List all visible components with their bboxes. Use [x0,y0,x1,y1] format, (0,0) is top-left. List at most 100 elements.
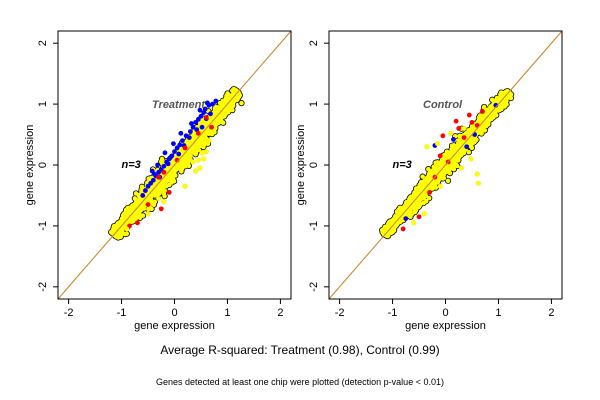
point-blue-32 [171,141,176,147]
y-tick-label: 1 [308,101,320,107]
n-annotation: n=3 [122,159,141,171]
point-yellow-5 [468,156,474,162]
point-red-3 [161,169,167,175]
x-tick-label: 1 [495,307,501,319]
panel-2: -2 -1 0 1 2 -2 -1 0 1 2 gene expression gene expres… [295,30,563,332]
point-yellow-13 [487,104,494,110]
series-red [127,115,214,229]
point-blue-41 [194,127,200,133]
x-tick-label: 1 [224,307,230,319]
y-tick-label: -1 [308,221,320,231]
point-blue-39 [165,161,171,167]
point-yellow-12 [435,141,441,147]
detection-footnote: Genes detected at least one chip were pl… [156,377,444,387]
point-red-6 [195,130,201,136]
identity-line [329,31,562,299]
x-tick-label: -2 [64,307,74,319]
point-blue-7 [190,124,196,130]
point-yellow-0 [448,130,454,136]
panel-title: Control [423,99,463,111]
point-red-10 [437,153,443,159]
point-blue-31 [178,130,184,136]
point-blue-28 [208,111,213,117]
point-blue-23 [145,183,151,189]
point-red-7 [461,135,467,140]
point-blue-26 [210,101,216,107]
point-yellow-10 [182,183,188,189]
y-tick-label: 2 [308,40,320,46]
plot-area [329,31,562,299]
point-blue-37 [186,135,192,140]
point-blue-27 [213,98,219,104]
point-red-0 [453,118,459,124]
identity-line [58,31,291,299]
point-red-4 [166,190,172,195]
point-red-11 [466,112,472,118]
series-yellow [124,138,212,232]
x-tick-label: -2 [335,307,345,319]
point-yellow-8 [194,145,200,151]
point-yellow-7 [456,138,462,144]
n-annotation: n=3 [393,159,412,171]
x-tick-label: -1 [117,307,127,319]
point-red-2 [156,174,162,180]
y-tick-label: 0 [37,162,49,168]
r-squared-caption: Average R-squared: Treatment (0.98), Con… [160,343,440,357]
point-blue-29 [197,107,203,113]
point-blue-13 [172,149,177,155]
point-yellow-1 [424,144,430,150]
x-tick-label: 2 [277,307,283,319]
point-red-5 [416,214,422,220]
point-blue-2 [202,106,208,112]
point-blue-34 [155,162,160,168]
point-red-8 [158,206,164,212]
point-yellow-6 [193,168,199,174]
point-red-3 [469,119,475,125]
point-red-5 [182,145,188,151]
point-red-2 [427,190,433,195]
point-yellow-1 [199,150,205,156]
x-tick-label: 0 [442,307,448,319]
y-tick-label: -2 [308,282,320,292]
point-yellow-5 [190,159,196,165]
point-blue-36 [199,124,205,130]
point-yellow-3 [197,165,203,171]
point-yellow-2 [203,149,209,155]
y-tick-label: 0 [308,162,320,168]
point-yellow-8 [421,211,427,217]
point-red-7 [209,124,214,130]
point-blue-33 [162,150,168,156]
point-blue-8 [187,129,193,134]
point-yellow-14 [124,226,130,232]
point-yellow-4 [201,156,207,162]
point-yellow-12 [161,198,167,205]
point-red-0 [135,220,140,226]
point-blue-17 [161,163,167,169]
point-yellow-9 [411,220,417,226]
point-blue-0 [464,144,470,150]
point-yellow-11 [156,195,162,202]
point-blue-6 [193,119,199,125]
y-axis-label: gene expression [24,125,36,206]
x-axis-label: gene expression [405,320,486,332]
point-blue-12 [174,145,180,151]
point-yellow-3 [474,171,480,177]
point-red-1 [456,126,462,131]
point-red-9 [480,109,485,114]
point-blue-1 [204,100,210,106]
point-yellow-9 [206,138,212,144]
y-tick-label: 1 [37,101,49,107]
point-red-8 [400,226,406,232]
point-red-12 [440,133,446,139]
point-red-9 [203,115,209,120]
point-blue-38 [176,151,182,157]
point-blue-30 [189,121,194,126]
point-blue-10 [180,138,185,144]
point-blue-2 [403,216,409,222]
point-yellow-6 [437,183,443,189]
panel-title: Treatment [152,99,206,111]
x-axis-label: gene expression [134,320,215,332]
series-yellow [411,104,494,226]
point-yellow-13 [145,211,151,217]
